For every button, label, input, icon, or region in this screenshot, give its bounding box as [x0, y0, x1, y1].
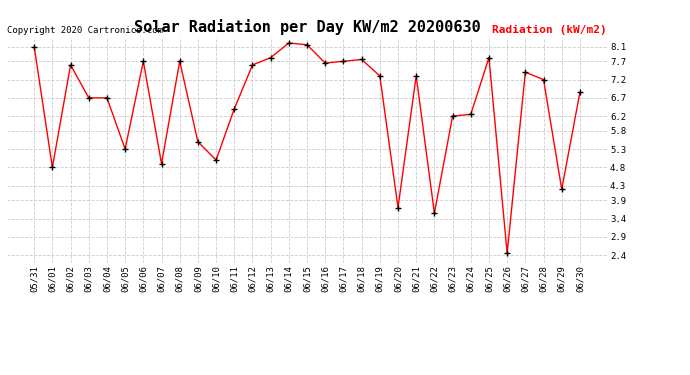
Text: Radiation (kW/m2): Radiation (kW/m2)	[493, 25, 607, 35]
Text: Copyright 2020 Cartronics.com: Copyright 2020 Cartronics.com	[7, 26, 163, 35]
Title: Solar Radiation per Day KW/m2 20200630: Solar Radiation per Day KW/m2 20200630	[134, 19, 480, 35]
